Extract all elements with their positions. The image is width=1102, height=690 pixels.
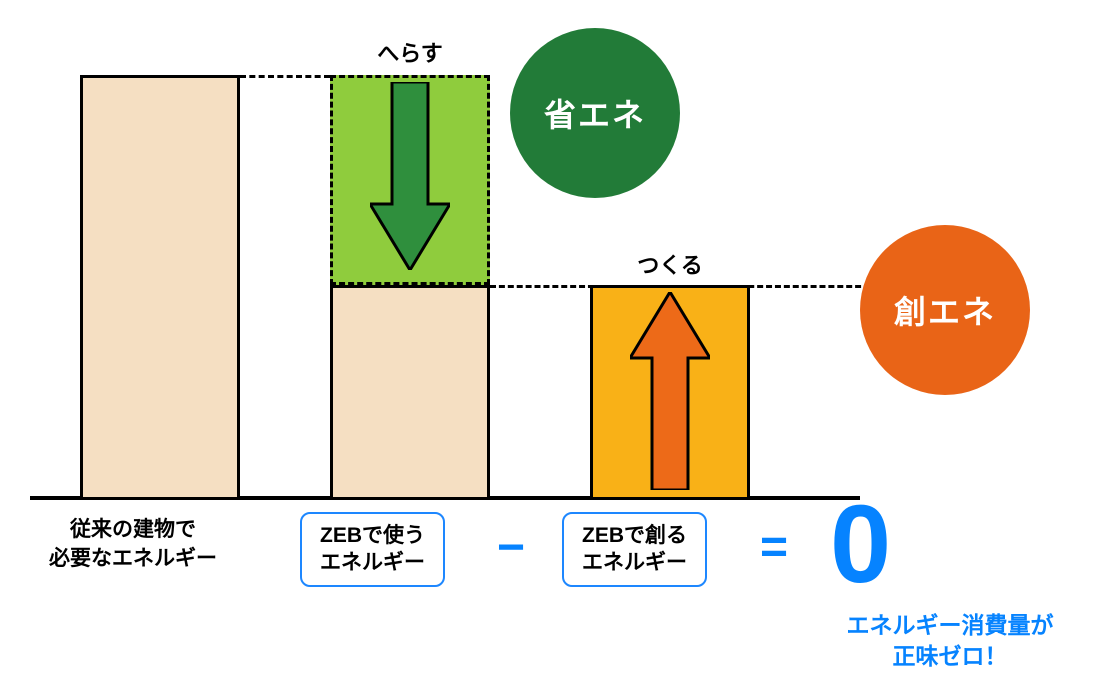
label-zeb-gen: ZEBで創る エネルギー: [562, 512, 707, 587]
guide-top: [240, 75, 330, 78]
op-equals: =: [760, 520, 788, 575]
bar-zeb-used: [330, 285, 490, 500]
bar-conventional: [80, 75, 240, 500]
badge-save-energy: 省エネ: [510, 28, 680, 198]
chart-area: へらす つくる 省エネ: [30, 20, 860, 500]
badge-gen-energy: 創エネ: [860, 225, 1030, 395]
arrow-up-icon: [630, 292, 710, 490]
label-zeb-use: ZEBで使う エネルギー: [300, 512, 445, 587]
label-create: つくる: [590, 248, 750, 280]
tagline: エネルギー消費量が 正味ゼロ！: [810, 610, 1090, 672]
op-minus: −: [497, 520, 525, 575]
label-conventional: 従来の建物で 必要なエネルギー: [18, 515, 248, 574]
label-reduce: へらす: [330, 36, 490, 68]
result-zero: 0: [830, 490, 891, 600]
arrow-down-icon: [370, 82, 450, 270]
